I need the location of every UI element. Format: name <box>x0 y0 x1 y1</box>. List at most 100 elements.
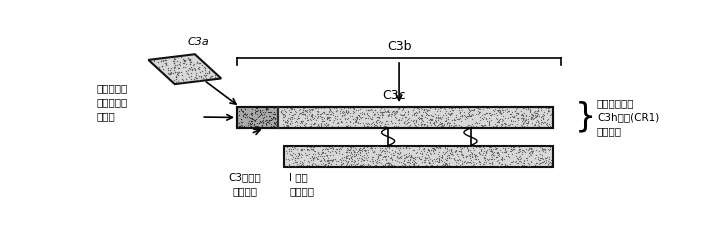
Point <box>359 148 370 152</box>
Point <box>398 112 410 116</box>
Point <box>351 152 362 156</box>
Point <box>393 119 405 122</box>
Point <box>356 110 367 114</box>
Point <box>279 109 291 113</box>
Point <box>318 156 329 160</box>
Point <box>476 123 488 127</box>
Point <box>337 152 348 156</box>
Point <box>522 164 533 168</box>
Point <box>403 124 414 128</box>
Point <box>386 157 398 161</box>
Point <box>532 161 543 164</box>
Point <box>474 159 485 163</box>
Point <box>306 163 317 167</box>
Point <box>469 125 481 129</box>
Point <box>349 107 360 111</box>
Point <box>479 146 490 149</box>
Point <box>505 112 516 116</box>
Point <box>285 152 296 156</box>
Point <box>301 146 313 149</box>
Point <box>351 163 362 166</box>
Point <box>357 154 368 158</box>
Point <box>301 153 313 157</box>
Point <box>350 120 362 124</box>
Point <box>474 118 486 122</box>
Point <box>514 149 525 152</box>
Point <box>257 114 268 117</box>
Point <box>525 164 536 168</box>
Point <box>490 124 501 128</box>
Point <box>269 116 281 120</box>
Point <box>398 162 410 166</box>
Point <box>361 121 372 125</box>
Point <box>520 114 532 118</box>
Point <box>539 120 550 124</box>
Point <box>278 115 289 119</box>
Point <box>294 163 305 167</box>
Point <box>371 159 382 163</box>
Point <box>249 111 260 115</box>
Point <box>489 147 501 151</box>
Point <box>195 74 206 78</box>
Point <box>332 108 343 112</box>
Point <box>443 148 454 152</box>
Point <box>305 118 316 122</box>
Point <box>453 154 464 158</box>
Point <box>442 111 454 115</box>
Point <box>335 107 347 111</box>
Point <box>291 162 303 166</box>
Point <box>540 106 552 109</box>
Point <box>500 154 511 158</box>
Point <box>340 109 352 113</box>
Point <box>453 123 464 127</box>
Point <box>428 161 439 165</box>
Point <box>453 157 464 160</box>
Point <box>398 161 409 165</box>
Point <box>394 151 406 155</box>
Point <box>491 155 503 159</box>
Point <box>386 125 398 129</box>
Point <box>281 107 293 110</box>
Point <box>444 151 455 155</box>
Point <box>398 153 409 157</box>
Point <box>516 112 527 116</box>
Point <box>312 163 323 167</box>
Point <box>525 153 537 157</box>
Point <box>518 121 529 125</box>
Point <box>407 120 418 123</box>
Point <box>169 65 181 69</box>
Point <box>337 152 348 156</box>
Point <box>462 114 474 118</box>
Point <box>319 119 330 123</box>
Point <box>172 59 183 63</box>
Point <box>291 154 302 158</box>
Point <box>530 111 541 115</box>
Point <box>379 122 391 126</box>
Point <box>411 113 422 117</box>
Point <box>503 123 515 127</box>
Point <box>323 161 334 165</box>
Point <box>497 108 508 112</box>
Point <box>185 77 196 81</box>
Point <box>324 108 335 112</box>
Point <box>428 121 439 125</box>
Point <box>410 111 421 115</box>
Point <box>260 108 272 112</box>
Point <box>493 120 505 124</box>
Point <box>199 71 211 75</box>
Point <box>442 158 453 162</box>
Point <box>491 150 503 154</box>
Point <box>430 157 442 161</box>
Point <box>340 110 352 114</box>
Point <box>400 119 411 123</box>
Point <box>306 113 317 117</box>
Point <box>361 156 372 160</box>
Point <box>276 111 287 114</box>
Point <box>418 147 429 151</box>
Point <box>528 117 540 120</box>
Point <box>488 157 499 161</box>
Point <box>266 117 277 120</box>
Point <box>496 106 508 109</box>
Point <box>169 66 180 70</box>
Point <box>404 161 415 165</box>
